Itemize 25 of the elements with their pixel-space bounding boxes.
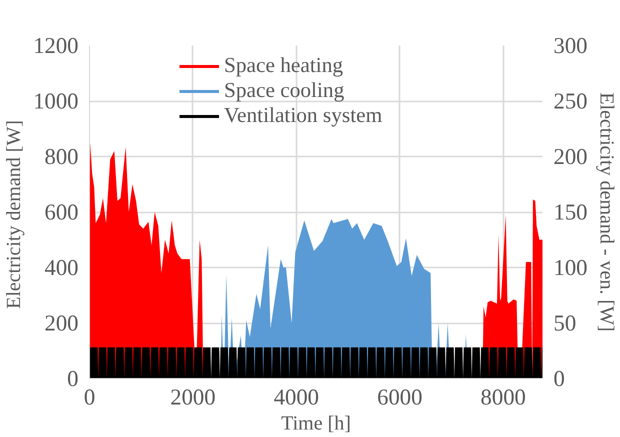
y2-tick-label: 0 [554, 366, 565, 391]
y2-axis-title: Electricity demand - ven. [W] [595, 92, 618, 332]
x-axis-title: Time [h] [281, 412, 351, 434]
legend-label: Space heating [224, 53, 344, 78]
y-tick-label: 800 [44, 144, 78, 169]
y2-tick-label: 250 [554, 88, 588, 114]
y-axis-title: Electricity demand [W] [3, 120, 26, 309]
y-tick-label: 1000 [33, 88, 78, 114]
y-tick-label: 600 [44, 200, 78, 224]
x-tick-label: 0 [84, 384, 96, 410]
y2-tick-label: 150 [554, 200, 588, 224]
legend-label: Ventilation system [224, 103, 382, 128]
legend-label: Space cooling [224, 78, 344, 103]
y2-tick-label: 300 [554, 33, 588, 58]
y-tick-label: 1200 [33, 33, 78, 58]
y-tick-label: 200 [44, 310, 78, 336]
x-tick-label: 8000 [480, 384, 526, 410]
y-tick-label: 0 [67, 366, 78, 391]
x-tick-label: 6000 [377, 384, 422, 410]
y2-tick-label: 100 [554, 255, 588, 280]
x-tick-label: 4000 [274, 384, 320, 410]
y2-tick-label: 50 [554, 310, 576, 336]
y2-tick-label: 200 [554, 144, 588, 169]
y-tick-label: 400 [44, 255, 78, 280]
x-tick-label: 2000 [170, 384, 216, 410]
